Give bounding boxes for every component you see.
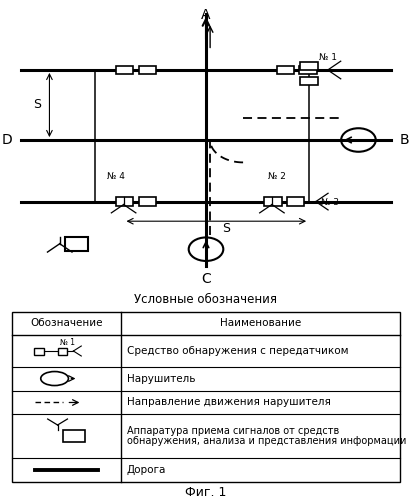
Bar (265, 198, 281, 206)
Text: S: S (222, 222, 231, 234)
Text: № 3: № 3 (321, 198, 339, 207)
Text: Аппаратура приема сигналов от средств: Аппаратура приема сигналов от средств (126, 426, 339, 436)
Text: Нарушитель: Нарушитель (126, 374, 195, 384)
Bar (138, 66, 156, 74)
Text: № 4: № 4 (107, 172, 125, 180)
Text: D: D (2, 133, 12, 147)
Text: Направление движения нарушителя: Направление движения нарушителя (126, 398, 330, 407)
Text: № 1: № 1 (319, 52, 337, 62)
Bar (63, 430, 85, 442)
Bar (287, 198, 304, 206)
Text: Фиг. 1: Фиг. 1 (185, 486, 227, 499)
Text: Дорога: Дорога (126, 464, 166, 474)
Text: C: C (201, 272, 211, 285)
Bar (300, 78, 318, 85)
Bar (277, 66, 294, 74)
Bar (299, 66, 316, 74)
Bar (58, 348, 68, 354)
Bar (138, 198, 156, 206)
Bar (34, 348, 44, 354)
Text: A: A (201, 8, 211, 22)
Text: Наименование: Наименование (220, 318, 301, 328)
Bar (12, 312, 400, 482)
Text: Обозначение: Обозначение (30, 318, 103, 328)
Text: № 1: № 1 (60, 338, 75, 346)
Bar (65, 236, 88, 250)
Text: обнаружения, анализа и представления информации: обнаружения, анализа и представления инф… (126, 436, 406, 446)
Bar (116, 66, 133, 74)
Text: № 2: № 2 (268, 172, 286, 180)
Text: S: S (33, 98, 41, 112)
Bar (300, 62, 318, 70)
Bar (116, 198, 133, 206)
Text: B: B (400, 133, 409, 147)
Text: Условные обозначения: Условные обозначения (134, 294, 278, 306)
Text: Средство обнаружения с передатчиком: Средство обнаружения с передатчиком (126, 346, 348, 356)
